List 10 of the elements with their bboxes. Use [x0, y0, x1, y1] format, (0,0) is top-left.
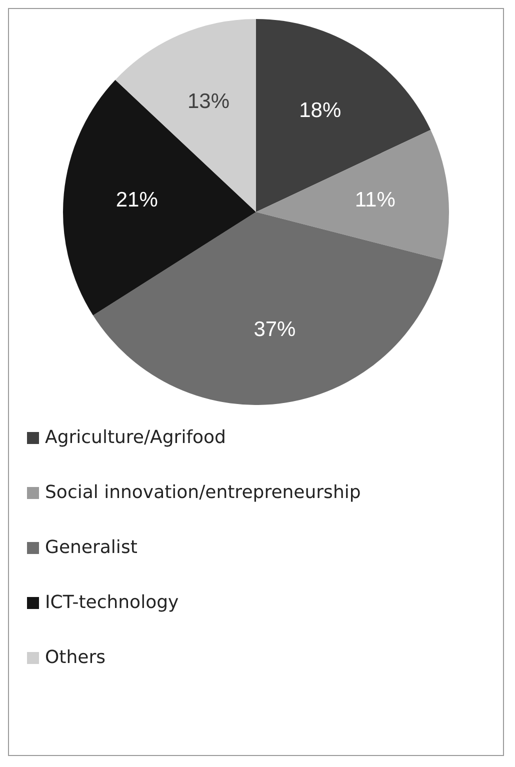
data-label: 21% — [116, 188, 158, 212]
legend-label: Agriculture/Agrifood — [45, 427, 226, 448]
data-label: 11% — [354, 188, 396, 212]
legend-label: ICT-technology — [45, 592, 179, 613]
legend-label: Generalist — [45, 537, 138, 558]
data-label: 13% — [187, 90, 230, 113]
data-label: 37% — [254, 318, 296, 341]
legend-label: Social innovation/entrepreneurship — [45, 482, 361, 503]
data-label: 18% — [299, 98, 342, 122]
legend-label: Others — [45, 647, 106, 668]
